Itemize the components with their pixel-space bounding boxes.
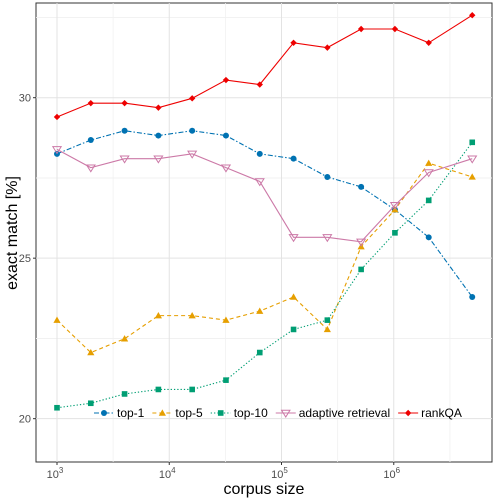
- data-point-top-10: [121, 391, 128, 397]
- data-point-top-1: [425, 234, 432, 241]
- data-point-top-5: [87, 348, 95, 356]
- legend-item-rankqa: rankQA: [398, 406, 462, 420]
- legend-item-top-1: top-1: [94, 406, 145, 420]
- data-point-top-1: [324, 173, 331, 180]
- legend-item-adaptive-retrieval: adaptive retrieval: [275, 406, 390, 420]
- data-point-top-1: [155, 132, 162, 139]
- data-point-top-10: [425, 197, 432, 204]
- data-point-adaptive-retrieval: [322, 234, 333, 243]
- data-point-top-1: [87, 137, 94, 144]
- data-point-rankqa: [324, 44, 331, 51]
- legend-label: adaptive retrieval: [299, 406, 390, 420]
- data-point-rankqa: [425, 39, 432, 47]
- data-point-top-10: [223, 377, 229, 383]
- y-tick-label: 20: [19, 414, 31, 426]
- axes: 20 25 30 103 104 105 106: [19, 93, 401, 481]
- data-point-adaptive-retrieval: [254, 178, 265, 187]
- data-point-top-5: [256, 307, 264, 314]
- data-point-top-10: [256, 349, 263, 356]
- data-point-top-1: [256, 150, 263, 157]
- data-point-rankqa: [87, 99, 94, 107]
- data-point-top-10: [358, 266, 364, 273]
- series-adaptive-retrieval: [51, 146, 478, 247]
- data-point-rankqa: [53, 113, 61, 121]
- legend-marker: [158, 409, 166, 416]
- data-point-top-5: [222, 316, 230, 323]
- data-point-top-5: [120, 335, 129, 342]
- data-point-top-1: [189, 127, 196, 134]
- data-point-top-1: [469, 294, 476, 301]
- data-point-top-5: [468, 173, 476, 180]
- x-axis-title: corpus size: [224, 481, 305, 498]
- series-group: [51, 11, 478, 411]
- data-point-top-1: [358, 183, 365, 190]
- data-point-top-10: [189, 386, 195, 393]
- data-point-rankqa: [469, 11, 476, 19]
- legend-marker: [217, 410, 224, 416]
- legend-item-top-10: top-10: [210, 406, 268, 420]
- data-point-top-10: [290, 326, 297, 333]
- data-point-top-1: [290, 155, 297, 162]
- legend-item-top-5: top-5: [152, 406, 203, 420]
- data-point-rankqa: [188, 95, 196, 102]
- data-point-top-5: [425, 159, 433, 166]
- legend-label: top-1: [117, 406, 145, 420]
- data-point-adaptive-retrieval: [389, 202, 401, 211]
- data-point-adaptive-retrieval: [119, 155, 130, 164]
- data-point-rankqa: [121, 99, 128, 107]
- data-point-rankqa: [391, 25, 399, 33]
- data-point-top-5: [53, 316, 61, 323]
- x-tick-label: 106: [383, 466, 400, 481]
- data-point-top-5: [154, 312, 162, 319]
- series-line-adaptive-retrieval: [56, 148, 473, 243]
- x-tick-label: 103: [47, 466, 64, 481]
- data-point-adaptive-retrieval: [423, 169, 434, 178]
- data-point-top-10: [54, 404, 60, 411]
- legend-label: top-10: [234, 406, 268, 420]
- plot-background: [35, 2, 493, 463]
- data-point-adaptive-retrieval: [288, 234, 299, 243]
- data-point-top-10: [87, 400, 94, 407]
- series-top-10: [54, 139, 476, 411]
- x-tick-label: 105: [271, 466, 288, 481]
- data-point-rankqa: [256, 81, 263, 88]
- y-tick-label: 30: [19, 93, 31, 105]
- data-point-rankqa: [155, 104, 162, 111]
- data-point-top-1: [121, 127, 128, 134]
- data-point-top-10: [324, 317, 331, 323]
- data-point-rankqa: [290, 39, 297, 47]
- data-point-top-5: [323, 325, 331, 333]
- data-point-top-10: [155, 386, 162, 393]
- data-point-rankqa: [357, 25, 365, 33]
- legend-marker: [101, 410, 107, 416]
- data-point-top-5: [289, 293, 298, 300]
- legend-marker: [280, 409, 291, 418]
- data-point-top-10: [469, 139, 476, 146]
- data-point-top-5: [188, 312, 196, 319]
- data-point-rankqa: [222, 76, 230, 84]
- series-rankqa: [53, 11, 476, 121]
- legend-label: top-5: [175, 406, 203, 420]
- data-point-adaptive-retrieval: [220, 164, 232, 173]
- data-point-adaptive-retrieval: [153, 155, 164, 164]
- data-point-adaptive-retrieval: [467, 155, 478, 164]
- data-point-adaptive-retrieval: [187, 150, 198, 159]
- data-point-top-1: [222, 132, 229, 139]
- data-point-adaptive-retrieval: [356, 238, 367, 247]
- y-tick-label: 25: [19, 253, 31, 265]
- legend-label: rankQA: [421, 406, 462, 420]
- legend-marker: [404, 409, 412, 417]
- y-axis-title: exact match [%]: [4, 176, 21, 290]
- data-point-top-10: [392, 230, 398, 236]
- legend: top-1 top-5 top-10 adaptive retrieval rankQA: [94, 406, 462, 420]
- x-tick-label: 104: [159, 466, 176, 481]
- data-point-adaptive-retrieval: [51, 146, 63, 155]
- data-point-adaptive-retrieval: [85, 164, 96, 173]
